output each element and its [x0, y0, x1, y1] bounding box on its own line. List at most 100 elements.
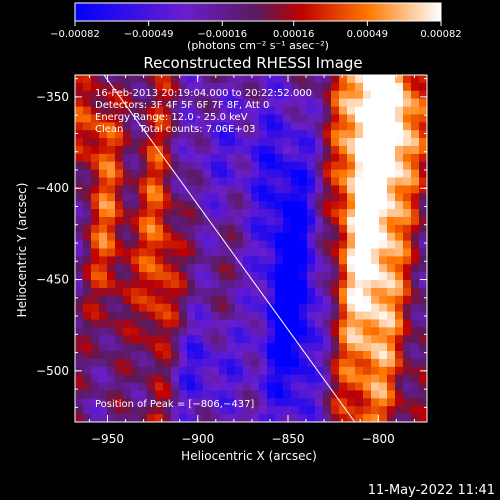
heatmap-cell [395, 209, 404, 218]
heatmap-cell [211, 382, 220, 392]
heatmap-cell [419, 358, 427, 368]
heatmap-cell [331, 272, 340, 281]
heatmap-cell [83, 256, 92, 265]
heatmap-cell [203, 98, 212, 108]
heatmap-cell [203, 398, 212, 407]
heatmap-cell [355, 185, 364, 194]
heatmap-cell [243, 390, 252, 399]
heatmap-cell [179, 193, 188, 202]
heatmap-cell [107, 311, 116, 321]
heatmap-cell [395, 216, 404, 226]
heatmap-cell [107, 193, 116, 202]
heatmap-cell [251, 216, 260, 226]
heatmap-cell [419, 256, 427, 265]
heatmap-cell [259, 75, 268, 84]
heatmap-cell [419, 287, 427, 297]
heatmap-cell [243, 343, 252, 352]
heatmap-cell [243, 98, 252, 108]
heatmap-cell [179, 287, 188, 297]
heatmap-cell [171, 280, 180, 289]
heatmap-cell [347, 75, 356, 84]
heatmap-cell [163, 374, 172, 384]
heatmap-cell [379, 114, 388, 123]
heatmap-cell [299, 153, 308, 163]
heatmap-cell [355, 264, 364, 273]
heatmap-cell [99, 295, 108, 305]
heatmap-cell [219, 358, 228, 368]
heatmap-cell [403, 98, 412, 108]
heatmap-cell [139, 414, 148, 422]
heatmap-cell [171, 319, 180, 328]
heatmap-cell [179, 75, 188, 84]
heatmap-cell [347, 374, 356, 384]
heatmap-cell [171, 406, 180, 415]
heatmap-cell [195, 75, 204, 84]
heatmap-cell [275, 232, 284, 242]
heatmap-cell [107, 343, 116, 352]
heatmap-cell [363, 232, 372, 242]
heatmap-cell [283, 287, 292, 297]
heatmap-cell [227, 185, 236, 194]
heatmap-cell [379, 209, 388, 218]
heatmap-cell [91, 351, 100, 360]
heatmap-cell [107, 82, 116, 92]
heatmap-cell [419, 232, 427, 242]
heatmap-cell [227, 248, 236, 257]
heatmap-cell [379, 303, 388, 313]
x-axis-label: Heliocentric X (arcsec) [181, 449, 317, 463]
heatmap-cell [115, 343, 124, 352]
heatmap-cell [339, 303, 348, 313]
heatmap-cell [171, 398, 180, 407]
heatmap-cell [115, 319, 124, 328]
heatmap-cell [411, 351, 420, 360]
heatmap-cell [251, 256, 260, 265]
heatmap-cell [203, 319, 212, 328]
heatmap-cell [363, 161, 372, 171]
heatmap-cell [187, 122, 196, 131]
heatmap-cell [387, 390, 396, 399]
heatmap-cell [227, 272, 236, 281]
heatmap-cell [283, 114, 292, 123]
heatmap-cell [99, 90, 108, 100]
heatmap-cell [379, 390, 388, 399]
heatmap-cell [107, 280, 116, 289]
heatmap-cell [363, 98, 372, 108]
heatmap-cell [275, 327, 284, 336]
heatmap-cell [259, 138, 268, 147]
heatmap-cell [235, 272, 244, 281]
heatmap-cell [211, 303, 220, 313]
heatmap-cell [275, 185, 284, 194]
heatmap-cell [91, 98, 100, 108]
heatmap-cell [275, 169, 284, 179]
heatmap-cell [91, 201, 100, 210]
heatmap-cell [115, 161, 124, 171]
heatmap-cell [387, 161, 396, 171]
heatmap-cell [331, 82, 340, 92]
heatmap-cell [299, 114, 308, 123]
heatmap-cell [251, 287, 260, 297]
heatmap-cell [371, 161, 380, 171]
heatmap-cell [387, 138, 396, 147]
heatmap-cell [107, 209, 116, 218]
heatmap-cell [347, 114, 356, 123]
heatmap-cell [299, 390, 308, 399]
heatmap-cell [139, 209, 148, 218]
heatmap-cell [203, 287, 212, 297]
heatmap-cell [371, 374, 380, 384]
heatmap-cell [307, 287, 316, 297]
heatmap-cell [243, 90, 252, 100]
heatmap-cell [347, 366, 356, 376]
heatmap-cell [131, 193, 140, 202]
heatmap-cell [203, 406, 212, 415]
heatmap-cell [331, 335, 340, 344]
heatmap-cell [75, 216, 84, 226]
heatmap-cell [403, 256, 412, 265]
heatmap-cell [91, 382, 100, 392]
heatmap-cell [99, 193, 108, 202]
heatmap-cell [259, 287, 268, 297]
heatmap-cell [107, 232, 116, 242]
heatmap-cell [147, 366, 156, 376]
heatmap-cell [211, 406, 220, 415]
heatmap-cell [363, 153, 372, 163]
heatmap-cell [235, 406, 244, 415]
